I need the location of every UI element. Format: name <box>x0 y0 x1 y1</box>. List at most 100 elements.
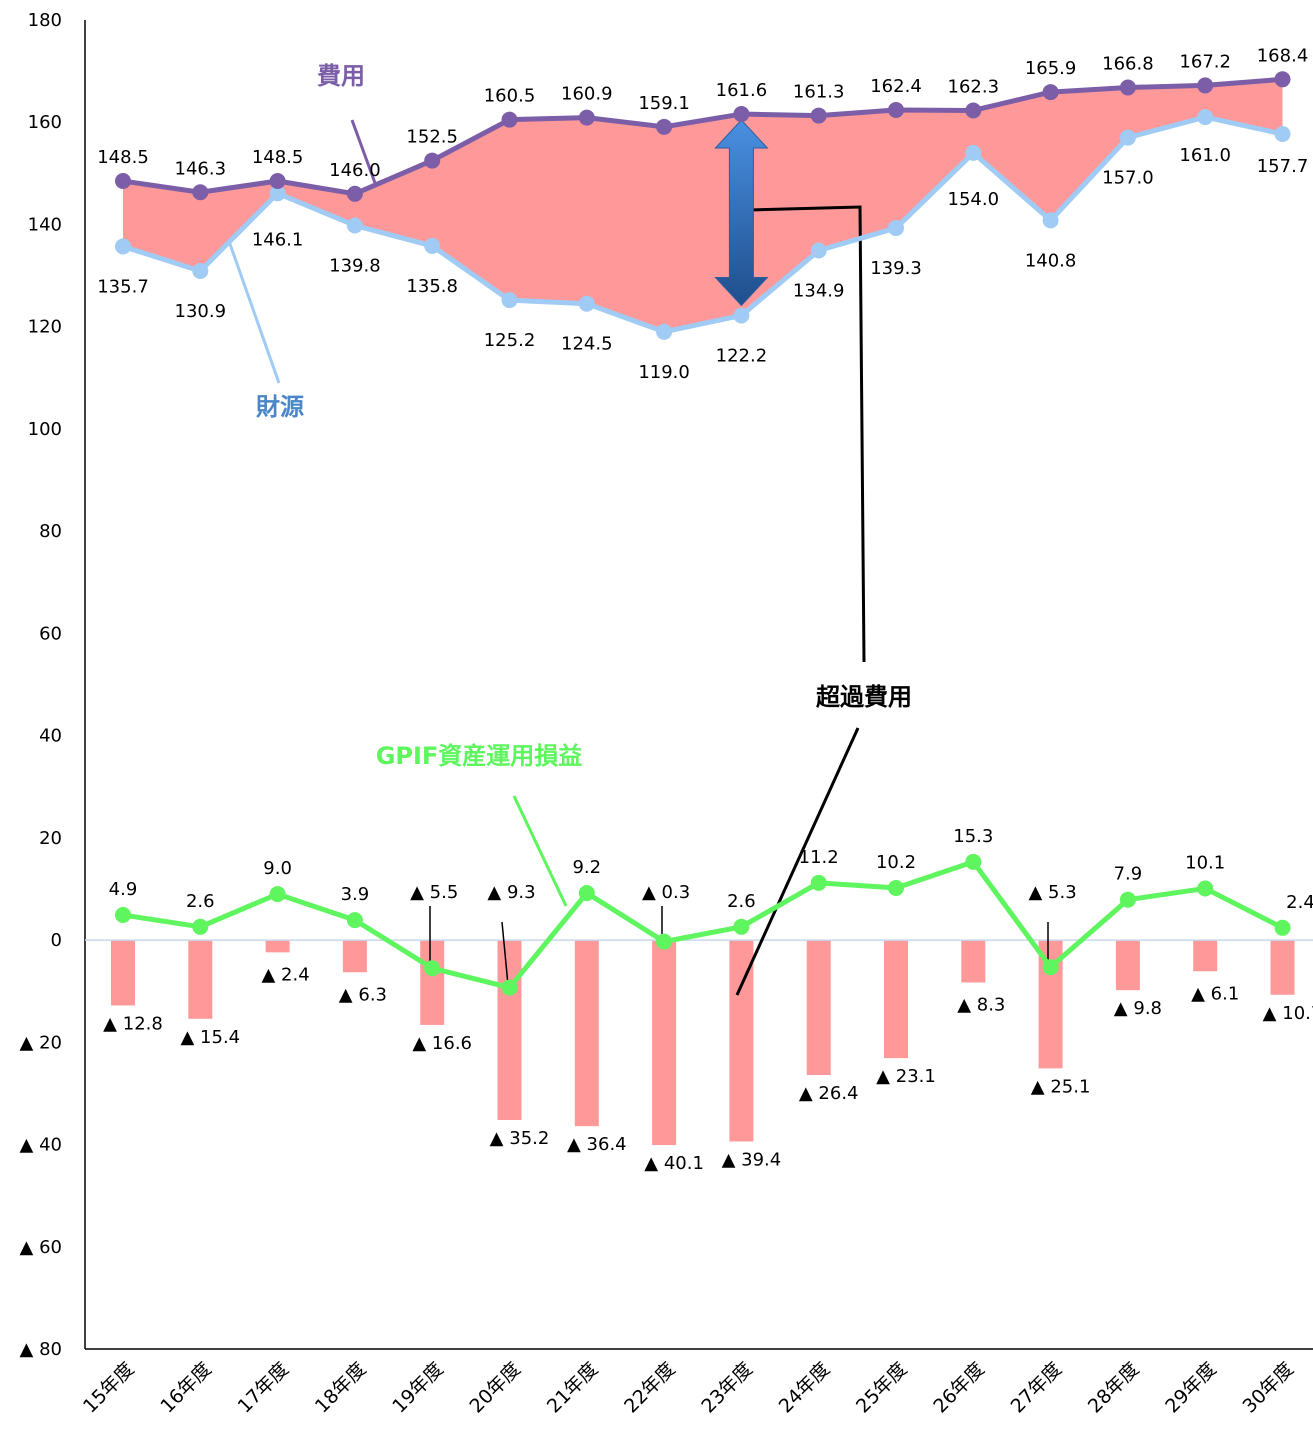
gpif-point <box>578 885 595 902</box>
cost-point <box>1119 79 1136 96</box>
bar-24年度 <box>806 940 831 1076</box>
gpif-value-label: 10.2 <box>876 852 916 873</box>
bar-value-label: ▲ 35.2 <box>490 1128 550 1149</box>
funding-point <box>501 292 518 309</box>
funding-value-label: 157.7 <box>1257 156 1309 177</box>
gpif-value-label: 10.1 <box>1185 852 1225 873</box>
funding-value-label: 161.0 <box>1179 145 1231 166</box>
cost-value-label: 146.0 <box>329 160 381 181</box>
y-tick-label: 180 <box>28 10 62 31</box>
x-tick-label: 28年度 <box>1084 1358 1144 1418</box>
funding-value-label: 157.0 <box>1102 168 1154 189</box>
gap-double-arrow <box>714 119 769 307</box>
bar-15年度 <box>111 940 135 1006</box>
funding-point <box>810 242 827 259</box>
x-tick-label: 27年度 <box>1007 1358 1067 1418</box>
bar-28年度 <box>1115 940 1140 991</box>
funding-line <box>122 114 1284 335</box>
x-tick-label: 15年度 <box>79 1358 139 1418</box>
funding-point <box>269 185 286 202</box>
cost-point <box>192 184 209 201</box>
bar-value-label: ▲ 23.1 <box>876 1066 936 1087</box>
bar-value-label: ▲ 40.1 <box>644 1153 704 1174</box>
funding-value-label: 130.9 <box>175 301 227 322</box>
funding-point <box>578 295 595 312</box>
y-tick-label: 120 <box>28 317 62 338</box>
bar-29年度 <box>1193 940 1218 972</box>
funding-point <box>1197 109 1214 126</box>
x-tick-label: 22年度 <box>620 1358 680 1418</box>
cost-value-label: 160.9 <box>561 84 613 105</box>
x-tick-label: 17年度 <box>234 1358 294 1418</box>
bar-26年度 <box>961 940 986 983</box>
gpif-point <box>1197 880 1214 897</box>
gpif-value-label: ▲ 5.5 <box>410 882 458 903</box>
cost-point <box>346 185 363 202</box>
funding-value-label: 125.2 <box>484 330 536 351</box>
gpif-point <box>501 979 518 996</box>
cost-value-label: 167.2 <box>1179 51 1231 72</box>
gpif-point <box>192 918 209 935</box>
x-tick-label: 21年度 <box>543 1358 603 1418</box>
bar-value-label: ▲ 25.1 <box>1031 1076 1091 1097</box>
bar-19年度 <box>420 940 445 1025</box>
gpif-point <box>115 907 131 924</box>
bar-30年度 <box>1270 940 1295 995</box>
cost-line <box>122 76 1283 197</box>
gpif-pointer <box>512 795 568 907</box>
bar-25年度 <box>884 940 908 1059</box>
funding-value-label: 135.8 <box>406 276 458 297</box>
x-tick-label: 25年度 <box>852 1358 912 1418</box>
funding-value-label: 139.3 <box>870 258 922 279</box>
gap-area <box>123 79 1283 332</box>
bar-value-label: ▲ 26.4 <box>799 1083 859 1104</box>
label-leader <box>501 921 509 986</box>
x-tick-label: 19年度 <box>388 1358 448 1418</box>
cost-value-label: 152.5 <box>406 127 458 148</box>
funding-point <box>1274 125 1291 142</box>
cost-point <box>888 101 904 118</box>
bar-value-label: ▲ 39.4 <box>722 1149 782 1170</box>
cost-value-label: 148.5 <box>97 147 149 168</box>
gpif-value-label: 2.6 <box>727 891 756 912</box>
cost-value-label: 148.5 <box>252 147 304 168</box>
cost-value-label: 162.4 <box>870 76 922 97</box>
gpif-value-label: 9.0 <box>263 858 292 879</box>
cost-point <box>965 102 982 119</box>
y-tick-label: ▲ 80 <box>20 1339 62 1360</box>
cost-value-label: 166.8 <box>1102 53 1154 74</box>
cost-label: 費用 <box>317 62 365 90</box>
funding-point <box>1042 212 1059 229</box>
funding-point <box>115 238 131 255</box>
bar-value-label: ▲ 9.8 <box>1114 998 1162 1019</box>
cost-point <box>501 111 518 128</box>
y-tick-label: ▲ 60 <box>20 1237 62 1258</box>
x-tick-label: 23年度 <box>697 1358 757 1418</box>
funding-value-label: 135.7 <box>97 276 149 297</box>
gpif-label: GPIF資産運用損益 <box>376 742 583 770</box>
funding-value-label: 140.8 <box>1025 250 1077 271</box>
cost-value-label: 161.3 <box>793 82 845 103</box>
cost-value-label: 160.5 <box>484 86 536 107</box>
cost-point <box>115 173 131 190</box>
bar-value-label: ▲ 8.3 <box>957 995 1005 1016</box>
gpif-point <box>888 879 904 896</box>
bar-value-label: ▲ 16.6 <box>412 1033 472 1054</box>
funding-point <box>733 307 750 324</box>
funding-point <box>656 323 673 340</box>
bar-value-label: ▲ 15.4 <box>180 1027 240 1048</box>
cost-point <box>578 109 595 126</box>
cost-point <box>269 173 286 190</box>
axes <box>84 20 1313 1350</box>
bar-value-label: ▲ 10.7 <box>1263 1003 1313 1024</box>
gpif-value-label: 4.9 <box>109 879 138 900</box>
y-tick-label: 0 <box>51 930 62 951</box>
excess-pointer-upper <box>749 205 866 663</box>
funding-point <box>424 237 441 254</box>
y-tick-label: 60 <box>39 623 62 644</box>
funding-point <box>192 262 209 279</box>
gpif-value-label: 9.2 <box>572 857 601 878</box>
bar-value-label: ▲ 6.1 <box>1191 983 1239 1004</box>
callout-lines <box>228 119 1049 996</box>
gpif-point <box>965 853 982 870</box>
